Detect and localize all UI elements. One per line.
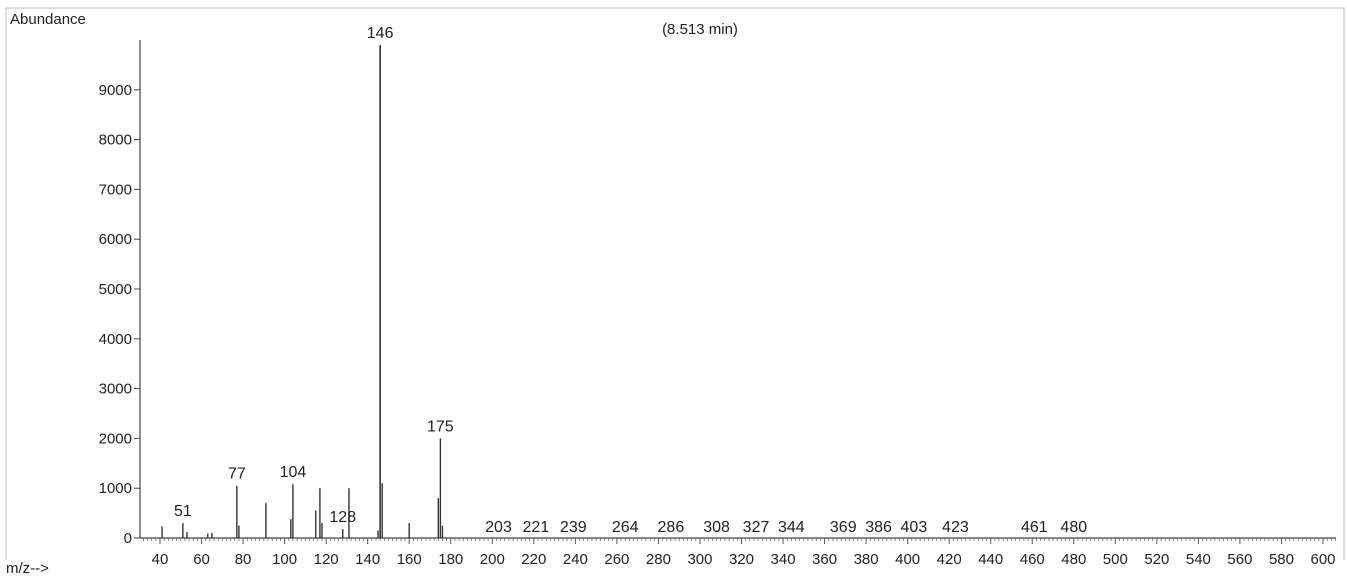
x-tick-label: 220 — [521, 551, 546, 568]
peak-label: 51 — [174, 503, 192, 520]
x-tick-label: 100 — [272, 551, 297, 568]
x-tick-label: 260 — [604, 551, 629, 568]
peak-label: 423 — [942, 519, 969, 536]
peak-label: 461 — [1021, 519, 1048, 536]
x-tick-label: 180 — [438, 551, 463, 568]
y-tick-label: 3000 — [99, 381, 132, 398]
y-tick-label: 5000 — [99, 281, 132, 298]
peak-label: 221 — [523, 519, 550, 536]
x-tick-label: 240 — [563, 551, 588, 568]
peak-labels-group: 51 77 104 128 146 175 203 221 239 264 286 308 327 344… — [174, 25, 1087, 536]
x-tick-label: 420 — [937, 551, 962, 568]
x-tick-label: 580 — [1269, 551, 1294, 568]
y-axis-label: Abundance — [10, 11, 86, 28]
y-tick-label: 1000 — [99, 480, 132, 497]
y-tick-label: 7000 — [99, 181, 132, 198]
peak-label: 386 — [865, 519, 892, 536]
peak-label: 77 — [228, 466, 246, 483]
x-tick-label: 520 — [1144, 551, 1169, 568]
peak-label: 403 — [901, 519, 928, 536]
y-tick-label: 2000 — [99, 430, 132, 447]
x-tick-label: 460 — [1020, 551, 1045, 568]
x-tick-label: 480 — [1061, 551, 1086, 568]
peak-label: 480 — [1060, 519, 1087, 536]
x-tick-label: 560 — [1227, 551, 1252, 568]
peak-label: 369 — [830, 519, 857, 536]
x-tick-label: 40 — [152, 551, 169, 568]
y-tick-label: 4000 — [99, 331, 132, 348]
x-axis-label: m/z--> — [6, 560, 49, 577]
peak-label: 327 — [743, 519, 770, 536]
x-tick-label: 380 — [854, 551, 879, 568]
x-tick-label: 320 — [729, 551, 754, 568]
x-tick-label: 500 — [1103, 551, 1128, 568]
peak-label: 264 — [612, 519, 639, 536]
x-tick-label: 120 — [314, 551, 339, 568]
x-tick-label: 600 — [1310, 551, 1335, 568]
x-tick-label: 280 — [646, 551, 671, 568]
peak-label: 175 — [427, 418, 454, 435]
chart-subtitle: (8.513 min) — [662, 21, 738, 38]
x-tick-label: 360 — [812, 551, 837, 568]
x-tick-label: 80 — [235, 551, 252, 568]
y-tick-label: 6000 — [99, 231, 132, 248]
peak-label: 128 — [329, 509, 356, 526]
y-tick-label: 0 — [124, 530, 132, 547]
peak-label: 286 — [658, 519, 685, 536]
x-tick-label: 300 — [687, 551, 712, 568]
x-tick-label: 340 — [771, 551, 796, 568]
y-ticks-group: 0 1000 2000 3000 4000 5000 6000 7000 8000 9000 — [99, 82, 140, 547]
peak-label: 104 — [280, 464, 307, 481]
y-tick-label: 8000 — [99, 132, 132, 149]
peak-label: 146 — [367, 25, 394, 42]
x-tick-label: 140 — [355, 551, 380, 568]
x-tick-label: 400 — [895, 551, 920, 568]
x-tick-label: 540 — [1186, 551, 1211, 568]
peak-label: 239 — [560, 519, 587, 536]
peak-label: 344 — [778, 519, 805, 536]
peak-label: 203 — [485, 519, 512, 536]
x-tick-label: 440 — [978, 551, 1003, 568]
y-tick-label: 9000 — [99, 82, 132, 99]
peaks-group — [161, 44, 444, 538]
x-tick-label: 200 — [480, 551, 505, 568]
x-tick-label: 160 — [397, 551, 422, 568]
x-ticks-group: 40 60 80 100 120 140 160 180 200 220 240 260 280 300 3… — [143, 538, 1336, 568]
x-tick-label: 60 — [193, 551, 210, 568]
peak-label: 308 — [703, 519, 730, 536]
